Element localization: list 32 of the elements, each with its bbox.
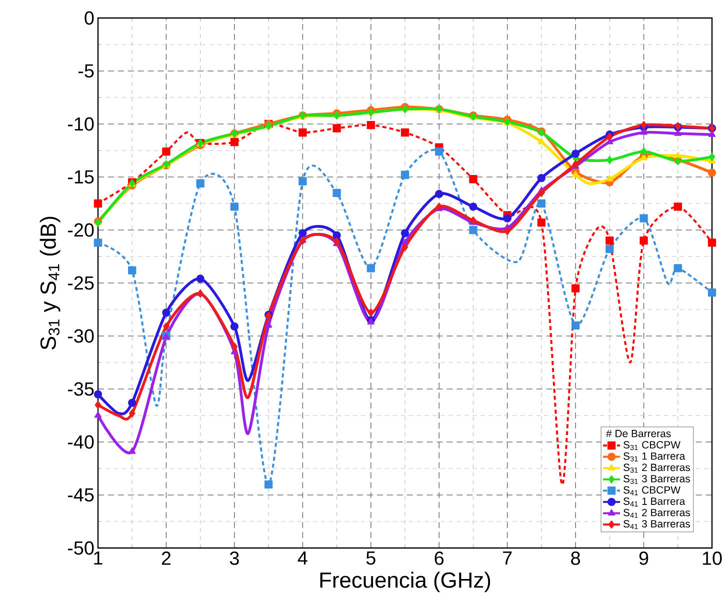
legend-label: S$_{41}$ CBCPW [623, 486, 680, 496]
x-tick-label: 3 [230, 552, 239, 565]
legend-label: S$_{41}$ 2 Barreras [623, 508, 690, 518]
y-tick-label: -30 [68, 329, 94, 343]
y-tick-label: -10 [68, 117, 94, 131]
y-tick-label: -50 [68, 541, 94, 555]
x-tick-label: 4 [298, 552, 308, 565]
y-tick-label: -5 [78, 64, 94, 78]
x-tick-label: 5 [366, 552, 376, 565]
legend-label: S$_{41}$ 3 Barreras [623, 520, 690, 530]
y-tick-label: -40 [68, 435, 94, 449]
x-tick-label: 8 [571, 552, 580, 565]
y-tick-label: -45 [68, 488, 94, 502]
x-tick-label: 1 [94, 552, 102, 565]
y-tick-label: -25 [68, 276, 94, 290]
y-tick-label: -15 [68, 170, 94, 184]
x-tick-label: 2 [162, 552, 171, 565]
x-tick-label: 6 [434, 552, 444, 565]
x-tick-label: 10 [702, 552, 722, 565]
x-tick-label: 9 [639, 552, 648, 565]
y-tick-label: 0 [84, 11, 94, 25]
x-axis-title: Frecuencia (GHz) [320, 572, 490, 592]
y-tick-label: -20 [68, 223, 94, 237]
x-tick-label: 7 [503, 552, 512, 565]
legend-label: S$_{31}$ 2 Barreras [623, 464, 690, 473]
legend-label: S$_{31}$ 3 Barreras [623, 474, 690, 484]
y-tick-label: -35 [68, 382, 94, 396]
y-axis-title: S$_{31}$ y S$_{41}$ (dB) [40, 216, 60, 350]
legend-label: S$_{31}$ CBCPW [623, 441, 680, 450]
legend-label: S$_{41}$ 1 Barrera [623, 498, 686, 506]
legend-label: S$_{31}$ 1 Barrera [623, 452, 686, 462]
legend-title: # De Barreras [606, 430, 671, 438]
